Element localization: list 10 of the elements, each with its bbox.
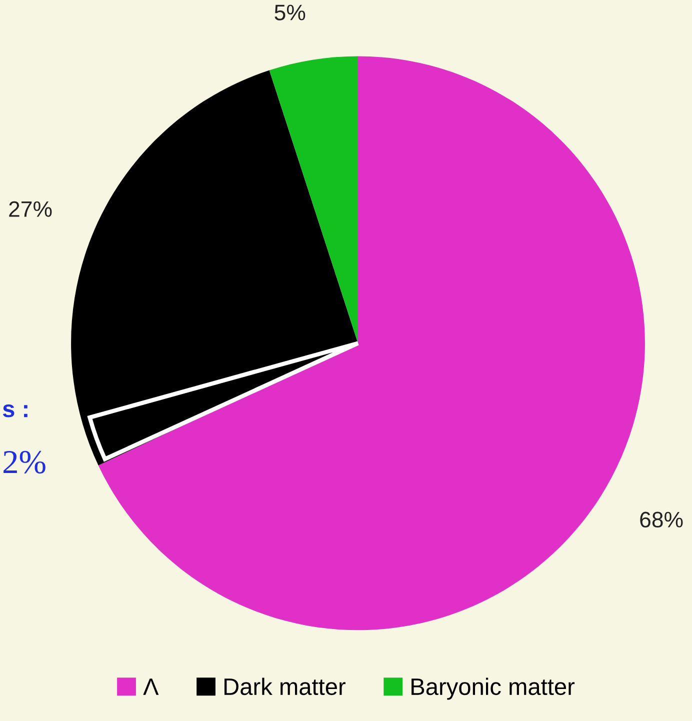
pie-slice bbox=[269, 56, 358, 344]
legend-label: Dark matter bbox=[224, 678, 346, 696]
pie-slice bbox=[71, 70, 358, 466]
legend-label: Λ bbox=[143, 678, 159, 695]
text: s : bbox=[2, 404, 28, 418]
data-label: 27% bbox=[9, 201, 52, 217]
text: 2% bbox=[4, 450, 46, 474]
legend-label: Baryonic matter bbox=[412, 678, 575, 700]
data-label: 5% bbox=[274, 4, 306, 20]
data-label: 68% bbox=[640, 512, 683, 528]
